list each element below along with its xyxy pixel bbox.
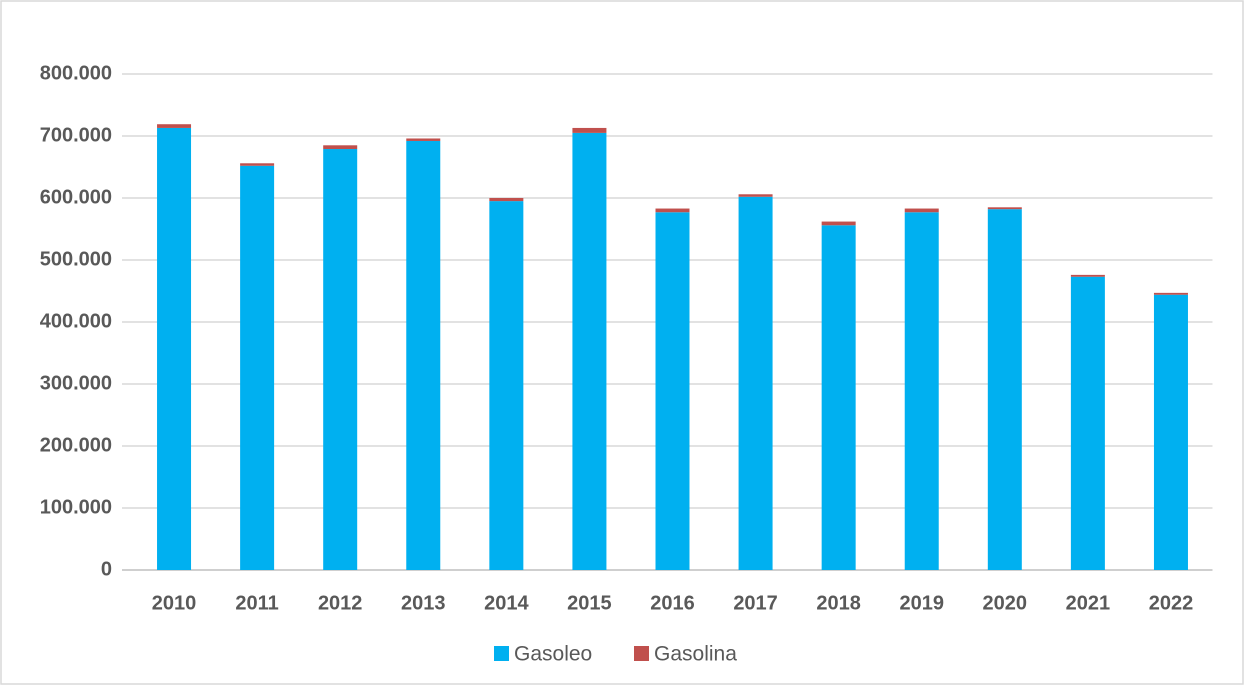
- x-tick-label: 2018: [816, 592, 861, 614]
- x-tick-label: 2021: [1066, 592, 1111, 614]
- y-tick-label: 200.000: [40, 434, 112, 456]
- x-tick-label: 2011: [235, 592, 278, 614]
- y-tick-label: 600.000: [40, 186, 112, 208]
- bar-segment: [572, 132, 607, 570]
- x-tick-label: 2017: [733, 592, 778, 614]
- y-tick-label: 500.000: [40, 248, 112, 270]
- x-tick-label: 2016: [650, 592, 695, 614]
- x-tick-label: 2015: [567, 592, 612, 614]
- bar-segment: [240, 165, 275, 570]
- bar-segment: [572, 127, 607, 133]
- legend-label: Gasolina: [654, 643, 737, 666]
- bar-segment: [489, 198, 524, 202]
- x-tick-label: 2013: [401, 592, 446, 614]
- bar-segment: [406, 140, 441, 570]
- bar-segment: [655, 208, 690, 213]
- bar-segment: [987, 207, 1022, 210]
- bar-segment: [489, 201, 524, 570]
- y-tick-label: 800.000: [40, 62, 112, 84]
- bar-segment: [821, 221, 856, 226]
- legend-label: Gasoleo: [514, 643, 592, 666]
- x-tick-label: 2014: [484, 592, 529, 614]
- x-tick-label: 2020: [983, 592, 1028, 614]
- bar-segment: [904, 212, 939, 570]
- x-tick-label: 2012: [318, 592, 363, 614]
- bar-segment: [1153, 292, 1188, 295]
- x-tick-label: 2022: [1149, 592, 1194, 614]
- y-tick-label: 100.000: [40, 496, 112, 518]
- bar-segment: [904, 208, 939, 213]
- bar-segment: [157, 124, 192, 128]
- bar-segment: [1070, 274, 1105, 277]
- bar-segment: [157, 127, 192, 570]
- bar-segment: [821, 225, 856, 570]
- legend-swatch: [634, 646, 649, 661]
- bar-segment: [655, 212, 690, 570]
- bar-segment: [240, 163, 275, 166]
- x-tick-label: 2019: [899, 592, 944, 614]
- bar-segment: [738, 194, 773, 197]
- bar-segment: [1070, 276, 1105, 570]
- bar-segment: [323, 145, 358, 150]
- bar-segment: [406, 138, 441, 141]
- y-tick-label: 300.000: [40, 372, 112, 394]
- bar-segment: [1153, 294, 1188, 570]
- y-tick-label: 400.000: [40, 310, 112, 332]
- x-tick-label: 2010: [152, 592, 197, 614]
- y-tick-label: 700.000: [40, 124, 112, 146]
- bar-segment: [323, 149, 358, 570]
- y-tick-label: 0: [101, 558, 112, 580]
- bar-segment: [738, 196, 773, 570]
- bar-segment: [987, 209, 1022, 570]
- legend-swatch: [494, 646, 509, 661]
